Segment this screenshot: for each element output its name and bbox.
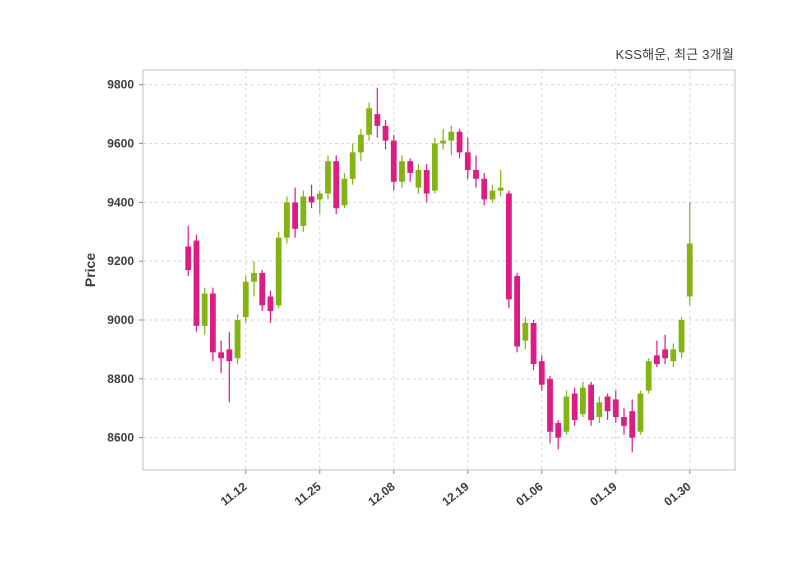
candle-body (555, 422, 562, 438)
candle-body (662, 349, 669, 359)
x-tick-label: 11.12 (218, 479, 250, 508)
candle-body (308, 196, 315, 203)
candle-body (456, 131, 463, 153)
candle-body (514, 275, 521, 347)
candle-body (571, 393, 578, 420)
candle-body (637, 393, 644, 432)
candle-body (316, 193, 323, 200)
candle-body (596, 402, 603, 418)
y-tick-label: 8600 (107, 431, 134, 445)
candle-body (473, 170, 479, 179)
chart-title: KSS해운, 최근 3개월 (615, 47, 734, 62)
candle-body (242, 281, 249, 318)
candle-body (431, 143, 438, 191)
candle-body (588, 384, 595, 420)
x-tick-label: 01.19 (587, 479, 620, 509)
candle-body (390, 140, 397, 182)
candle-body (538, 361, 545, 385)
candle-body (612, 399, 619, 418)
candle-body (448, 131, 455, 141)
candle-body (275, 237, 282, 306)
y-tick-label: 9400 (107, 195, 134, 209)
candle-body (621, 417, 627, 426)
candle-body (505, 193, 512, 300)
candle-body (678, 320, 685, 353)
candle-body (218, 352, 225, 359)
candle-body (357, 134, 364, 153)
candle-body (374, 114, 381, 126)
candle-body (653, 355, 660, 365)
candle-body (407, 161, 414, 173)
candle-body (193, 240, 200, 326)
candle-body (489, 190, 496, 200)
candle-body (423, 170, 430, 194)
y-tick-label: 9000 (107, 313, 134, 327)
axes-frame (142, 69, 736, 471)
candle-body (547, 378, 553, 432)
candle-body (579, 387, 586, 415)
x-tick-label: 11.25 (292, 479, 324, 508)
candle-body (382, 125, 389, 141)
candle-body (366, 108, 373, 135)
candle-body (341, 178, 348, 206)
candle-body (497, 187, 504, 191)
candle-body (415, 170, 422, 188)
x-tick-label: 01.30 (661, 479, 694, 509)
candle-body (629, 411, 636, 438)
candle-body (464, 152, 471, 170)
x-tick-label: 12.08 (365, 479, 398, 509)
candle-body (670, 349, 677, 362)
candle-body (267, 296, 274, 312)
candle-body (234, 320, 241, 359)
candle-body (333, 161, 340, 209)
candle-body (522, 322, 529, 341)
y-axis-label: Price (82, 252, 98, 288)
x-tick-label: 12.19 (439, 479, 472, 509)
y-tick-label: 9800 (107, 78, 134, 92)
candle-body (349, 152, 356, 179)
candle-body (209, 293, 216, 353)
y-tick-label: 9600 (107, 137, 134, 151)
candle-body (399, 161, 405, 182)
candle-body (283, 202, 290, 238)
candle-body (686, 243, 693, 297)
y-tick-label: 9200 (107, 254, 134, 268)
x-tick-label: 01.06 (513, 479, 546, 509)
candle-body (201, 293, 208, 326)
candle-body (251, 272, 257, 282)
candle-body (604, 396, 611, 412)
candle-body (563, 396, 570, 432)
candle-body (292, 202, 299, 229)
y-tick-label: 8800 (107, 372, 134, 386)
candle-body (185, 246, 192, 270)
candle-body (481, 178, 488, 200)
candle-body (300, 196, 307, 226)
candle-body (226, 349, 233, 362)
candle-body (530, 322, 537, 365)
candle-body (325, 161, 331, 194)
candle-body (259, 272, 266, 306)
candle-body (440, 140, 447, 144)
candle-body (645, 361, 652, 391)
